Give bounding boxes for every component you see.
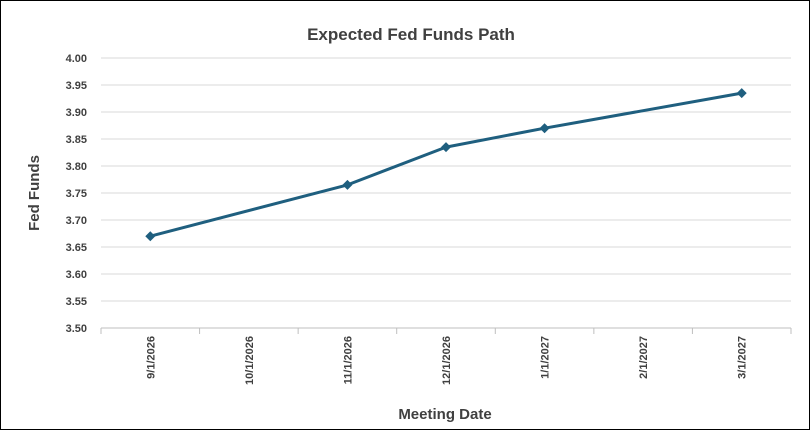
x-tick-label: 10/1/2026 — [244, 336, 256, 385]
y-tick-label: 3.70 — [66, 215, 87, 227]
data-point-marker — [441, 142, 451, 153]
y-tick-label: 3.80 — [66, 161, 87, 173]
x-tick-label: 1/1/2027 — [540, 336, 552, 379]
x-tick-label: 9/1/2026 — [145, 336, 157, 379]
x-axis-title: Meeting Date — [398, 406, 491, 423]
y-tick-label: 3.75 — [66, 188, 87, 200]
y-tick-label: 3.65 — [66, 242, 87, 254]
series-line — [149, 91, 742, 238]
data-point-marker — [539, 123, 550, 134]
y-axis-title: Fed Funds — [26, 155, 43, 231]
y-tick-label: 3.55 — [66, 296, 87, 308]
y-tick-label: 3.95 — [66, 80, 87, 92]
y-tick-label: 4.00 — [66, 53, 87, 65]
gridlines — [101, 57, 791, 302]
y-axis-ticks: 3.50 3.55 3.60 3.65 3.70 3.75 3.80 3.85 3.90 3.95… — [66, 53, 87, 335]
x-tick-label: 11/1/2026 — [342, 336, 354, 384]
data-point-marker — [736, 88, 747, 99]
x-tick-label: 3/1/2027 — [737, 336, 749, 379]
y-tick-label: 3.85 — [66, 134, 87, 146]
x-axis — [100, 327, 792, 334]
y-tick-label: 3.60 — [66, 269, 87, 281]
x-tick-label: 12/1/2026 — [441, 336, 453, 385]
data-point-marker — [342, 179, 353, 190]
x-tick-label: 2/1/2027 — [638, 336, 650, 379]
y-tick-label: 3.50 — [66, 323, 87, 335]
data-point-marker — [145, 231, 156, 242]
y-tick-label: 3.90 — [66, 107, 87, 119]
x-axis-ticks: 9/1/2026 10/1/2026 11/1/2026 12/1/2026 1/1/2… — [145, 336, 748, 385]
series-layer — [145, 88, 747, 242]
chart-title: Expected Fed Funds Path — [307, 25, 515, 44]
